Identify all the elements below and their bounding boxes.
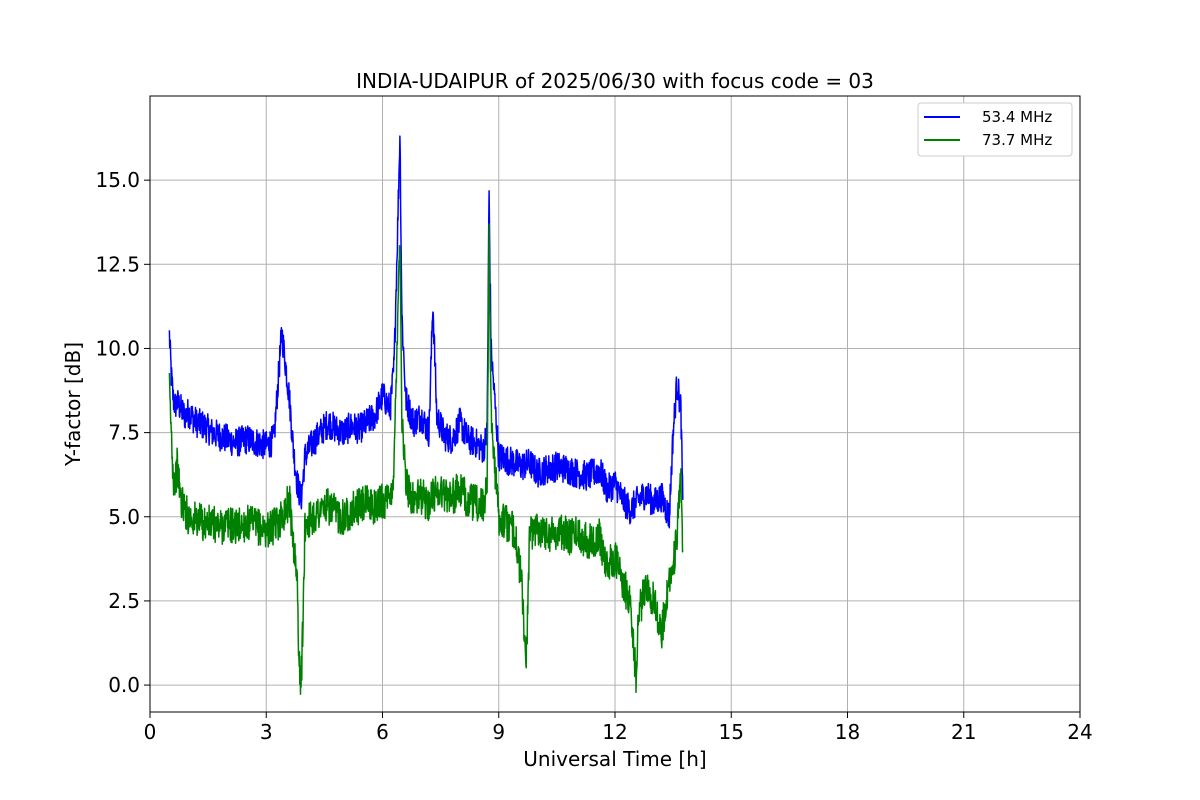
series-line-0 — [168, 135, 684, 529]
y-tick-label: 2.5 — [108, 589, 140, 613]
x-tick-label: 21 — [951, 720, 976, 744]
x-tick-label: 12 — [602, 720, 627, 744]
legend: 53.4 MHz 73.7 MHz — [917, 102, 1073, 157]
y-tick-label: 0.0 — [108, 673, 140, 697]
series-line-1 — [168, 223, 684, 696]
x-axis: 0 3 6 9 12 15 18 21 24 — [144, 712, 1093, 744]
y-tick-label: 10.0 — [95, 336, 140, 360]
legend-label-53-4: 53.4 MHz — [982, 108, 1052, 126]
y-tick-label: 15.0 — [95, 168, 140, 192]
series-layer — [168, 135, 684, 696]
x-axis-label: Universal Time [h] — [523, 747, 706, 771]
x-tick-label: 3 — [260, 720, 273, 744]
x-tick-label: 0 — [144, 720, 157, 744]
x-tick-label: 6 — [376, 720, 389, 744]
x-tick-label: 18 — [835, 720, 860, 744]
chart-title: INDIA-UDAIPUR of 2025/06/30 with focus c… — [356, 69, 874, 93]
y-tick-label: 12.5 — [95, 252, 140, 276]
x-tick-label: 24 — [1067, 720, 1092, 744]
x-tick-label: 15 — [719, 720, 744, 744]
y-axis-label: Y-factor [dB] — [61, 342, 85, 467]
y-tick-label: 7.5 — [108, 421, 140, 445]
y-tick-label: 5.0 — [108, 505, 140, 529]
y-axis: 0.0 2.5 5.0 7.5 10.0 12.5 15.0 — [95, 168, 150, 697]
legend-label-73-7: 73.7 MHz — [982, 131, 1052, 149]
x-tick-label: 9 — [492, 720, 505, 744]
